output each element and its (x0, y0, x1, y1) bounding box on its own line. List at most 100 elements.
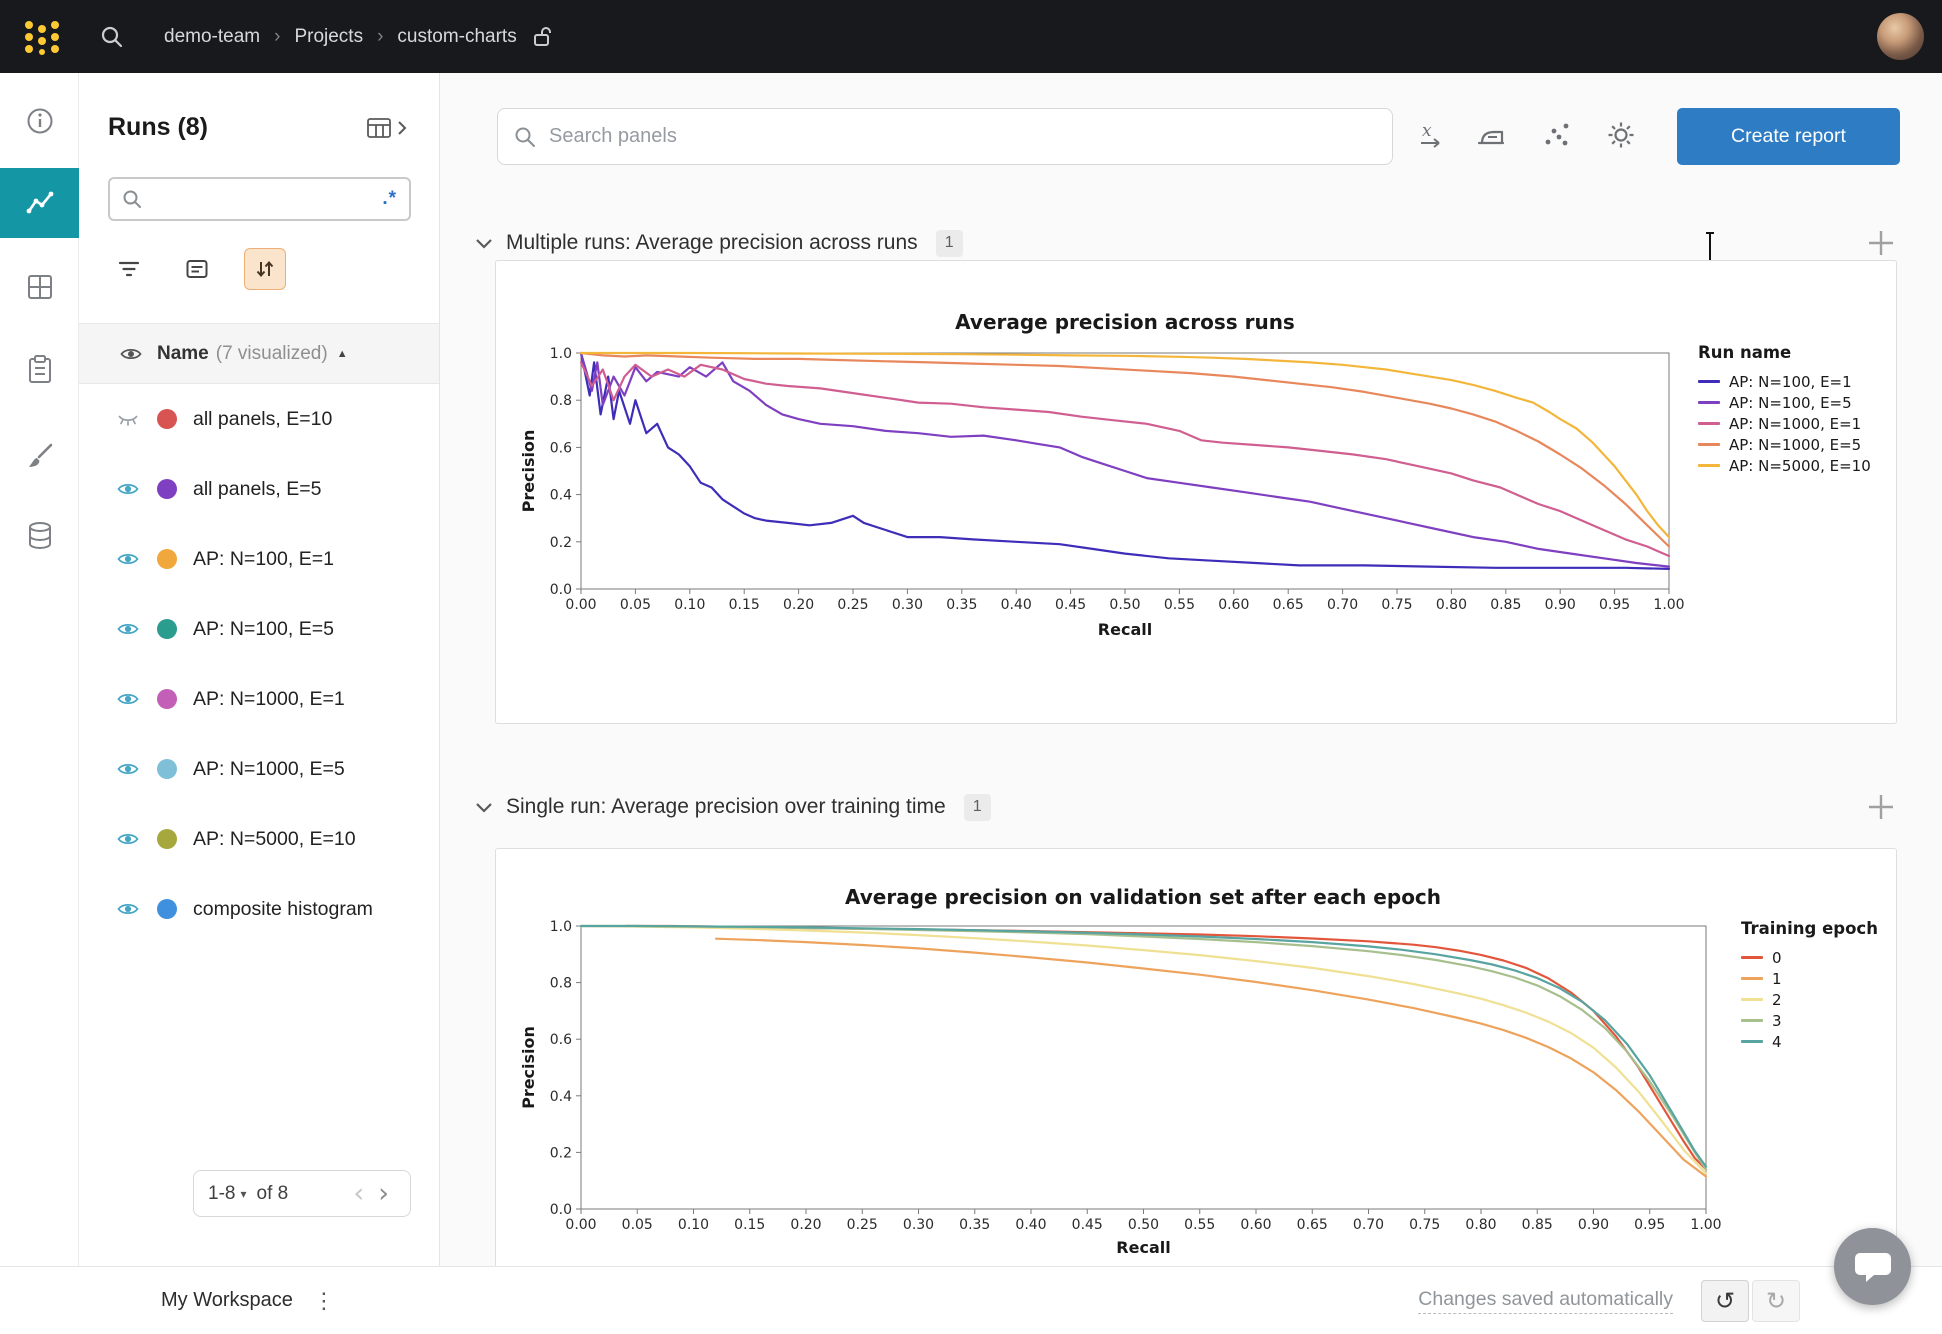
workspace-menu-button[interactable]: ⋮ (312, 1287, 335, 1313)
runs-name-header[interactable]: Name (7 visualized) ▲ (79, 323, 439, 384)
svg-text:1.00: 1.00 (1653, 597, 1684, 613)
rail-item-sweeps[interactable] (0, 428, 79, 484)
section-header-single-run[interactable]: Single run: Average precision over train… (475, 787, 991, 827)
rail-item-overview[interactable] (0, 93, 79, 149)
run-color-dot[interactable] (157, 759, 177, 779)
rail-item-workspace[interactable] (0, 168, 79, 238)
panel-search-input[interactable] (549, 125, 1392, 148)
redo-button[interactable]: ↻ (1752, 1279, 1800, 1322)
visibility-on-icon[interactable] (117, 831, 139, 847)
runs-pagination: 1-8 ▾ of 8 ‹ › (193, 1170, 411, 1217)
x-axis-settings-button[interactable]: x (1413, 117, 1449, 153)
sort-ascending-icon: ▲ (336, 347, 348, 360)
run-color-dot[interactable] (157, 549, 177, 569)
chevron-down-icon[interactable] (475, 235, 493, 251)
undo-button[interactable]: ↺ (1701, 1279, 1749, 1322)
svg-text:0.0: 0.0 (550, 582, 572, 598)
runs-sidebar: Runs (8) .* (79, 73, 440, 1334)
run-row[interactable]: AP: N=1000, E=5 (79, 734, 439, 804)
svg-text:1.0: 1.0 (550, 919, 572, 935)
user-avatar[interactable] (1877, 13, 1924, 60)
run-color-dot[interactable] (157, 829, 177, 849)
chat-bubble-button[interactable] (1834, 1228, 1911, 1305)
svg-text:0.6: 0.6 (550, 440, 572, 456)
outliers-button[interactable] (1539, 117, 1575, 153)
run-label: AP: N=1000, E=5 (193, 757, 345, 780)
display-settings-button[interactable] (176, 248, 218, 290)
svg-text:0.15: 0.15 (734, 1217, 765, 1233)
section-title: Multiple runs: Average precision across … (506, 231, 918, 254)
database-icon (28, 522, 51, 550)
iron-icon (1477, 130, 1505, 145)
svg-text:0.55: 0.55 (1164, 597, 1195, 613)
table-icon (367, 118, 391, 138)
svg-text:0.2: 0.2 (550, 1145, 572, 1161)
page-range[interactable]: 1-8 (208, 1182, 236, 1204)
filter-button[interactable] (108, 248, 150, 290)
run-color-dot[interactable] (157, 409, 177, 429)
chart-panel-average-precision-across-runs[interactable]: 0.00 0.05 0.10 0.15 0.20 0.25 0.30 0.35 0.40 0.45… (495, 260, 1897, 724)
svg-text:Average precision across runs: Average precision across runs (955, 310, 1295, 334)
visibility-on-icon[interactable] (117, 621, 139, 637)
section-title: Single run: Average precision over train… (506, 795, 946, 818)
breadcrumb-team[interactable]: demo-team (164, 25, 261, 47)
breadcrumb-projects[interactable]: Projects (294, 25, 364, 47)
visibility-on-icon[interactable] (117, 481, 139, 497)
chevron-down-icon[interactable] (475, 799, 493, 815)
search-icon[interactable] (100, 25, 124, 49)
breadcrumb-project-name[interactable]: custom-charts (397, 25, 517, 47)
svg-text:0.60: 0.60 (1218, 597, 1249, 613)
chart-panel-average-precision-per-epoch[interactable]: 0.00 0.05 0.10 0.15 0.20 0.25 0.30 0.35 0.40 0.45… (495, 848, 1897, 1334)
svg-text:0.90: 0.90 (1545, 597, 1576, 613)
previous-page-button[interactable]: ‹ (353, 1178, 365, 1209)
runs-table-expand-button[interactable] (367, 117, 407, 139)
create-report-button[interactable]: Create report (1677, 108, 1900, 165)
smoothing-button[interactable] (1473, 117, 1509, 153)
page-total: of 8 (256, 1182, 289, 1204)
rail-item-artifacts[interactable] (0, 508, 79, 564)
run-row[interactable]: all panels, E=5 (79, 454, 439, 524)
legend-entry: 1 (1741, 968, 1878, 989)
workspace-settings-button[interactable] (1603, 117, 1639, 153)
runs-search-input[interactable] (152, 188, 373, 210)
svg-text:0.8: 0.8 (550, 393, 572, 409)
visibility-on-icon[interactable] (117, 901, 139, 917)
svg-text:0.70: 0.70 (1353, 1217, 1384, 1233)
run-row[interactable]: AP: N=5000, E=10 (79, 804, 439, 874)
sort-button[interactable] (244, 248, 286, 290)
visibility-on-icon[interactable] (117, 691, 139, 707)
run-row[interactable]: all panels, E=10 (79, 384, 439, 454)
svg-text:0.65: 0.65 (1273, 597, 1304, 613)
wandb-logo[interactable] (22, 18, 62, 56)
autosave-status[interactable]: Changes saved automatically (1418, 1288, 1673, 1314)
visualized-count: (7 visualized) (215, 342, 328, 364)
run-row[interactable]: composite histogram (79, 874, 439, 944)
run-row[interactable]: AP: N=100, E=1 (79, 524, 439, 594)
svg-text:Precision: Precision (519, 1026, 538, 1109)
visibility-on-icon[interactable] (117, 551, 139, 567)
rail-item-jobs[interactable] (0, 341, 79, 397)
visibility-off-icon[interactable] (117, 411, 139, 427)
filter-icon (118, 261, 140, 277)
svg-text:0.00: 0.00 (565, 1217, 596, 1233)
breadcrumb-separator: › (377, 25, 384, 47)
scatter-dots-icon (1545, 123, 1569, 146)
add-panel-button[interactable] (1866, 228, 1896, 258)
rail-item-panels[interactable] (0, 259, 79, 315)
svg-text:0.90: 0.90 (1578, 1217, 1609, 1233)
run-color-dot[interactable] (157, 899, 177, 919)
visibility-on-icon[interactable] (117, 761, 139, 777)
section-header-multiple-runs[interactable]: Multiple runs: Average precision across … (475, 223, 963, 263)
chat-icon (1854, 1252, 1891, 1282)
run-row[interactable]: AP: N=100, E=5 (79, 594, 439, 664)
next-page-button[interactable]: › (378, 1178, 389, 1209)
add-panel-button[interactable] (1866, 792, 1896, 822)
regex-toggle[interactable]: .* (382, 188, 397, 209)
run-color-dot[interactable] (157, 479, 177, 499)
chevron-down-icon: ▾ (240, 1186, 247, 1201)
run-color-dot[interactable] (157, 689, 177, 709)
run-color-dot[interactable] (157, 619, 177, 639)
workspace-name[interactable]: My Workspace (161, 1289, 293, 1311)
legend-title: Run name (1698, 343, 1792, 362)
run-row[interactable]: AP: N=1000, E=1 (79, 664, 439, 734)
